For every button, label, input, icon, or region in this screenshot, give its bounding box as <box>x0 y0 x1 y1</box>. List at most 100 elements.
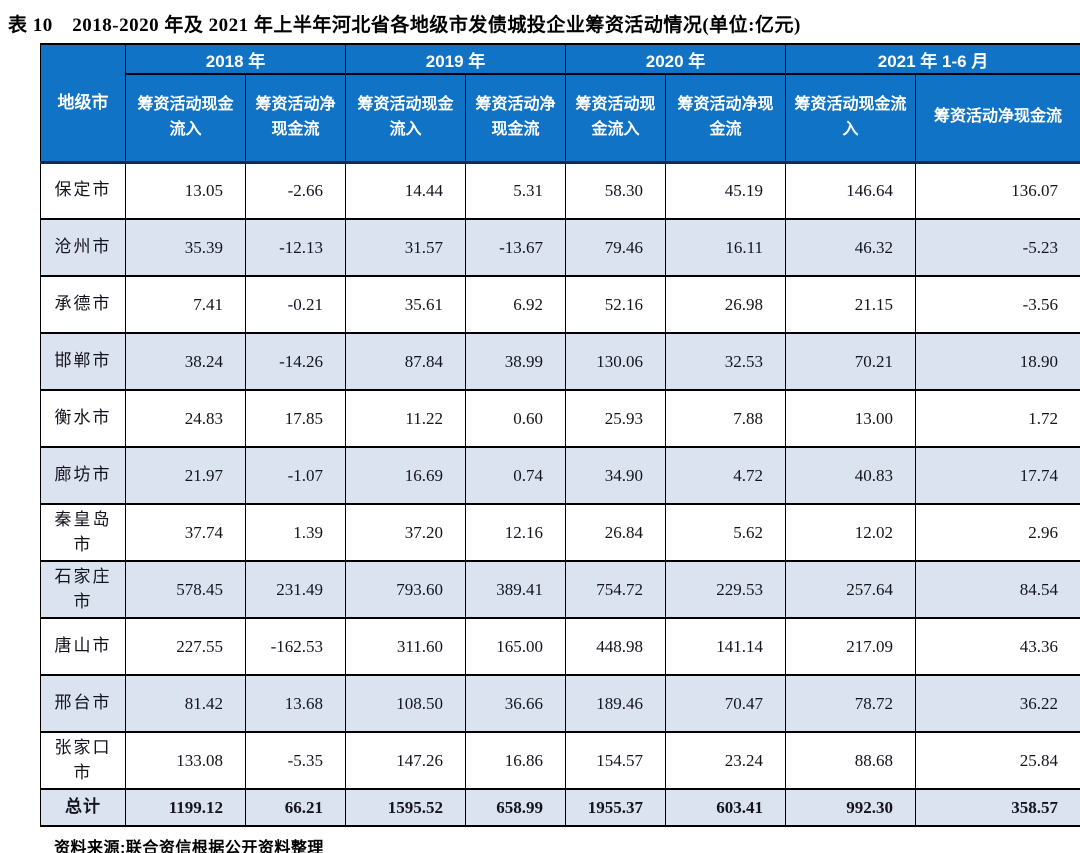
total-value-cell: 1955.37 <box>565 788 667 827</box>
city-cell: 唐山市 <box>40 617 126 676</box>
value-cell: 217.09 <box>785 617 917 676</box>
value-cell: 81.42 <box>125 674 246 733</box>
table-row: 邢台市 81.42 13.68 108.50 36.66 189.46 70.47 78.72… <box>40 674 1080 733</box>
value-cell: 36.22 <box>915 674 1080 733</box>
header-2021-net: 筹资活动净现金流 <box>915 73 1080 164</box>
value-cell: 70.47 <box>665 674 787 733</box>
value-cell: 16.69 <box>345 446 467 505</box>
total-row: 总计 1199.12 66.21 1595.52 658.99 1955.37 603.41… <box>40 788 1080 827</box>
value-cell: 17.74 <box>915 446 1080 505</box>
city-cell: 沧州市 <box>40 218 126 277</box>
table-row: 承德市 7.41 -0.21 35.61 6.92 52.16 26.98 21.15 -3.5… <box>40 275 1080 334</box>
total-value-cell: 1199.12 <box>125 788 246 827</box>
value-cell: 13.68 <box>244 674 347 733</box>
value-cell: 165.00 <box>465 617 567 676</box>
header-2019-net: 筹资活动净现金流 <box>465 73 567 164</box>
value-cell: 2.96 <box>915 503 1080 562</box>
city-cell: 秦皇岛市 <box>40 503 126 562</box>
value-cell: 35.61 <box>345 275 467 334</box>
value-cell: 448.98 <box>565 617 667 676</box>
financing-table: 地级市 2018 年 2019 年 2020 年 2021 年 1-6 月 筹资… <box>40 43 1080 827</box>
table-row: 秦皇岛市 37.74 1.39 37.20 12.16 26.84 5.62 12.02 2.9… <box>40 503 1080 562</box>
value-cell: 754.72 <box>565 560 667 619</box>
value-cell: 24.83 <box>125 389 246 448</box>
value-cell: -162.53 <box>244 617 347 676</box>
table-body: 保定市 13.05 -2.66 14.44 5.31 58.30 45.19 146.64 13… <box>40 161 1080 827</box>
sub-header-row: 筹资活动现金流入 筹资活动净现金流 筹资活动现金流入 筹资活动净现金流 筹资活动… <box>41 73 1080 164</box>
value-cell: 18.90 <box>915 332 1080 391</box>
value-cell: 37.20 <box>345 503 467 562</box>
value-cell: 16.86 <box>465 731 567 790</box>
value-cell: 16.11 <box>665 218 787 277</box>
table-title: 表 10 2018-2020 年及 2021 年上半年河北省各地级市发债城投企业… <box>8 15 801 36</box>
value-cell: 88.68 <box>785 731 917 790</box>
value-cell: 133.08 <box>125 731 246 790</box>
value-cell: 231.49 <box>244 560 347 619</box>
value-cell: -5.35 <box>244 731 347 790</box>
table-row: 保定市 13.05 -2.66 14.44 5.31 58.30 45.19 146.64 13… <box>40 161 1080 220</box>
value-cell: 34.90 <box>565 446 667 505</box>
header-2018-inflow: 筹资活动现金流入 <box>125 73 246 164</box>
value-cell: 229.53 <box>665 560 787 619</box>
value-cell: -12.13 <box>244 218 347 277</box>
source-note: 资料来源:联合资信根据公开资料整理 <box>54 840 324 853</box>
year-2020-header: 2020 年 <box>565 43 787 75</box>
city-cell: 承德市 <box>40 275 126 334</box>
value-cell: 136.07 <box>915 161 1080 220</box>
value-cell: 141.14 <box>665 617 787 676</box>
value-cell: 146.64 <box>785 161 917 220</box>
city-column-header: 地级市 <box>40 43 126 164</box>
table-row: 唐山市 227.55 -162.53 311.60 165.00 448.98 141.14… <box>40 617 1080 676</box>
value-cell: -3.56 <box>915 275 1080 334</box>
value-cell: 35.39 <box>125 218 246 277</box>
value-cell: 11.22 <box>345 389 467 448</box>
value-cell: 84.54 <box>915 560 1080 619</box>
value-cell: 38.24 <box>125 332 246 391</box>
city-cell: 邢台市 <box>40 674 126 733</box>
value-cell: 31.57 <box>345 218 467 277</box>
value-cell: 389.41 <box>465 560 567 619</box>
value-cell: 6.92 <box>465 275 567 334</box>
value-cell: 26.84 <box>565 503 667 562</box>
value-cell: -13.67 <box>465 218 567 277</box>
value-cell: 45.19 <box>665 161 787 220</box>
value-cell: 5.62 <box>665 503 787 562</box>
value-cell: 189.46 <box>565 674 667 733</box>
total-value-cell: 992.30 <box>785 788 917 827</box>
total-label-cell: 总计 <box>40 788 126 827</box>
value-cell: 5.31 <box>465 161 567 220</box>
table-row: 衡水市 24.83 17.85 11.22 0.60 25.93 7.88 13.00 1.72 <box>40 389 1080 448</box>
total-value-cell: 1595.52 <box>345 788 467 827</box>
value-cell: 147.26 <box>345 731 467 790</box>
value-cell: 36.66 <box>465 674 567 733</box>
value-cell: 154.57 <box>565 731 667 790</box>
total-value-cell: 603.41 <box>665 788 787 827</box>
value-cell: 79.46 <box>565 218 667 277</box>
value-cell: 26.98 <box>665 275 787 334</box>
value-cell: 37.74 <box>125 503 246 562</box>
value-cell: 7.88 <box>665 389 787 448</box>
value-cell: 12.02 <box>785 503 917 562</box>
total-value-cell: 658.99 <box>465 788 567 827</box>
header-2019-inflow: 筹资活动现金流入 <box>345 73 467 164</box>
header-2020-inflow: 筹资活动现金流入 <box>565 73 667 164</box>
value-cell: 23.24 <box>665 731 787 790</box>
value-cell: -0.21 <box>244 275 347 334</box>
year-header-row: 地级市 2018 年 2019 年 2020 年 2021 年 1-6 月 <box>40 43 1080 164</box>
value-cell: 58.30 <box>565 161 667 220</box>
value-cell: 87.84 <box>345 332 467 391</box>
value-cell: 32.53 <box>665 332 787 391</box>
value-cell: 1.39 <box>244 503 347 562</box>
value-cell: 0.60 <box>465 389 567 448</box>
value-cell: -5.23 <box>915 218 1080 277</box>
value-cell: 311.60 <box>345 617 467 676</box>
value-cell: 13.05 <box>125 161 246 220</box>
value-cell: 25.84 <box>915 731 1080 790</box>
table-row: 石家庄市 578.45 231.49 793.60 389.41 754.72 229.53… <box>40 560 1080 619</box>
value-cell: 46.32 <box>785 218 917 277</box>
city-cell: 衡水市 <box>40 389 126 448</box>
table-row: 廊坊市 21.97 -1.07 16.69 0.74 34.90 4.72 40.83 17.7… <box>40 446 1080 505</box>
city-cell: 石家庄市 <box>40 560 126 619</box>
value-cell: 7.41 <box>125 275 246 334</box>
